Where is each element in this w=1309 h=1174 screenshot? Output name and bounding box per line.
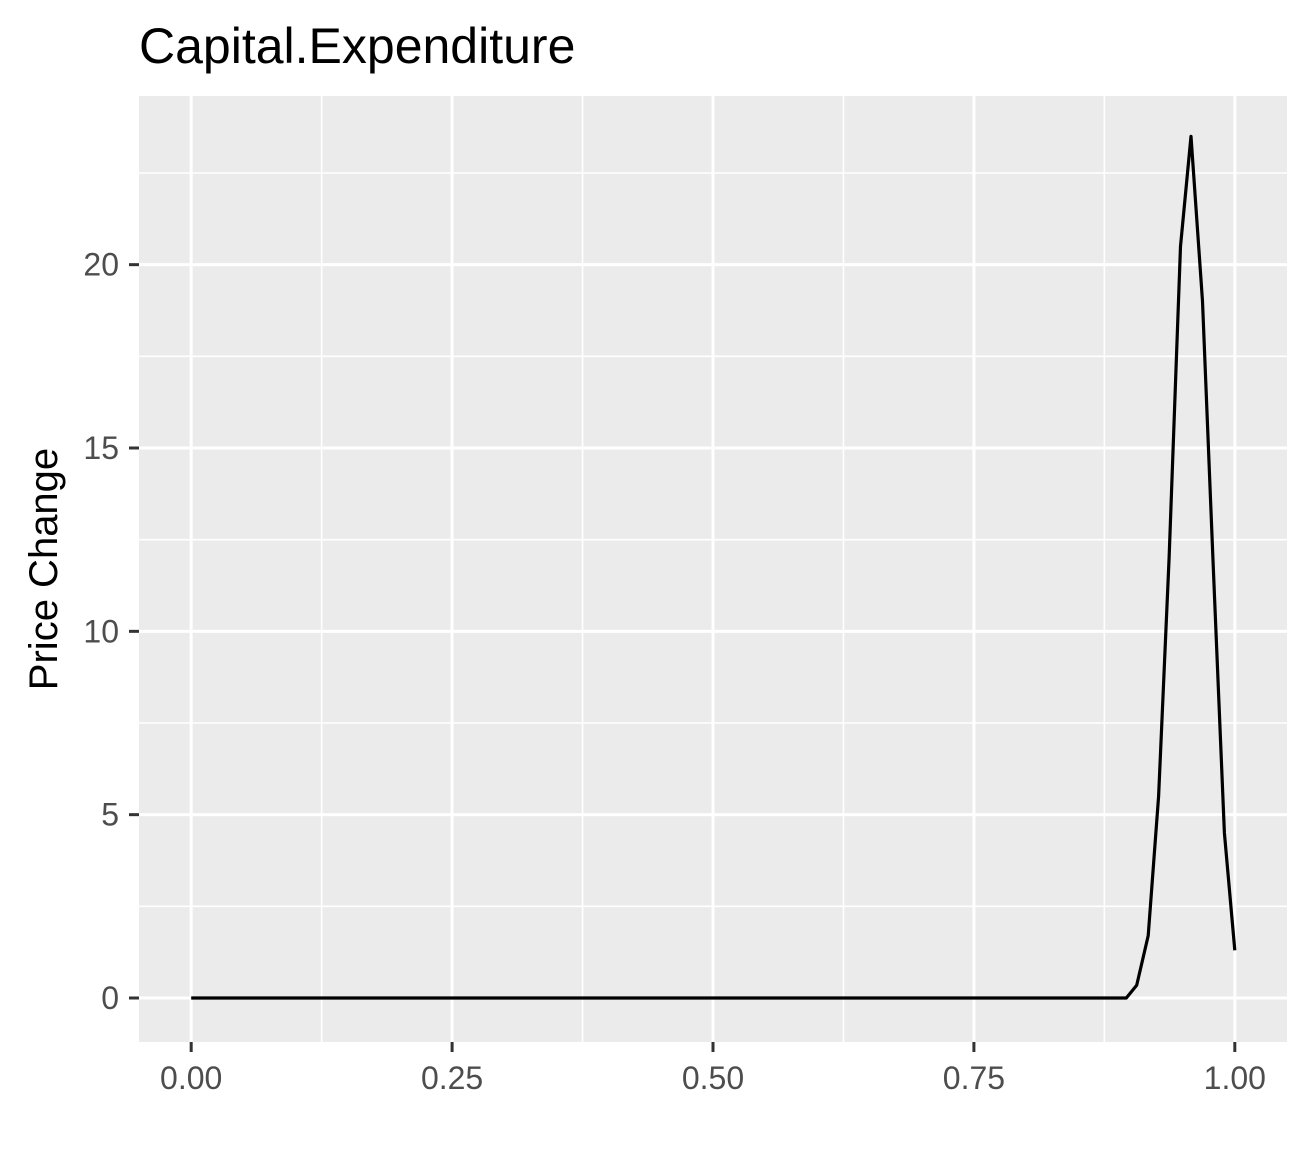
y-tick-label: 10 xyxy=(83,613,119,649)
x-tick-labels: 0.00 0.25 0.50 0.75 1.00 xyxy=(160,1060,1266,1096)
y-tick-label: 15 xyxy=(83,430,119,466)
y-axis-title: Price Change xyxy=(22,448,66,690)
x-tick-label: 0.75 xyxy=(943,1060,1005,1096)
x-tick-label: 0.25 xyxy=(421,1060,483,1096)
y-tick-labels: 0 5 10 15 20 xyxy=(83,247,119,1016)
x-tick-label: 0.50 xyxy=(682,1060,744,1096)
y-tick-label: 0 xyxy=(101,980,119,1016)
axis-ticks xyxy=(129,263,1237,1052)
x-tick-label: 1.00 xyxy=(1204,1060,1266,1096)
chart-title: Capital.Expenditure xyxy=(139,18,575,74)
y-tick-label: 5 xyxy=(101,797,119,833)
series-line-0 xyxy=(191,134,1237,1000)
x-tick-label: 0.00 xyxy=(160,1060,222,1096)
series-layer xyxy=(191,134,1237,1000)
y-tick-label: 20 xyxy=(83,247,119,283)
